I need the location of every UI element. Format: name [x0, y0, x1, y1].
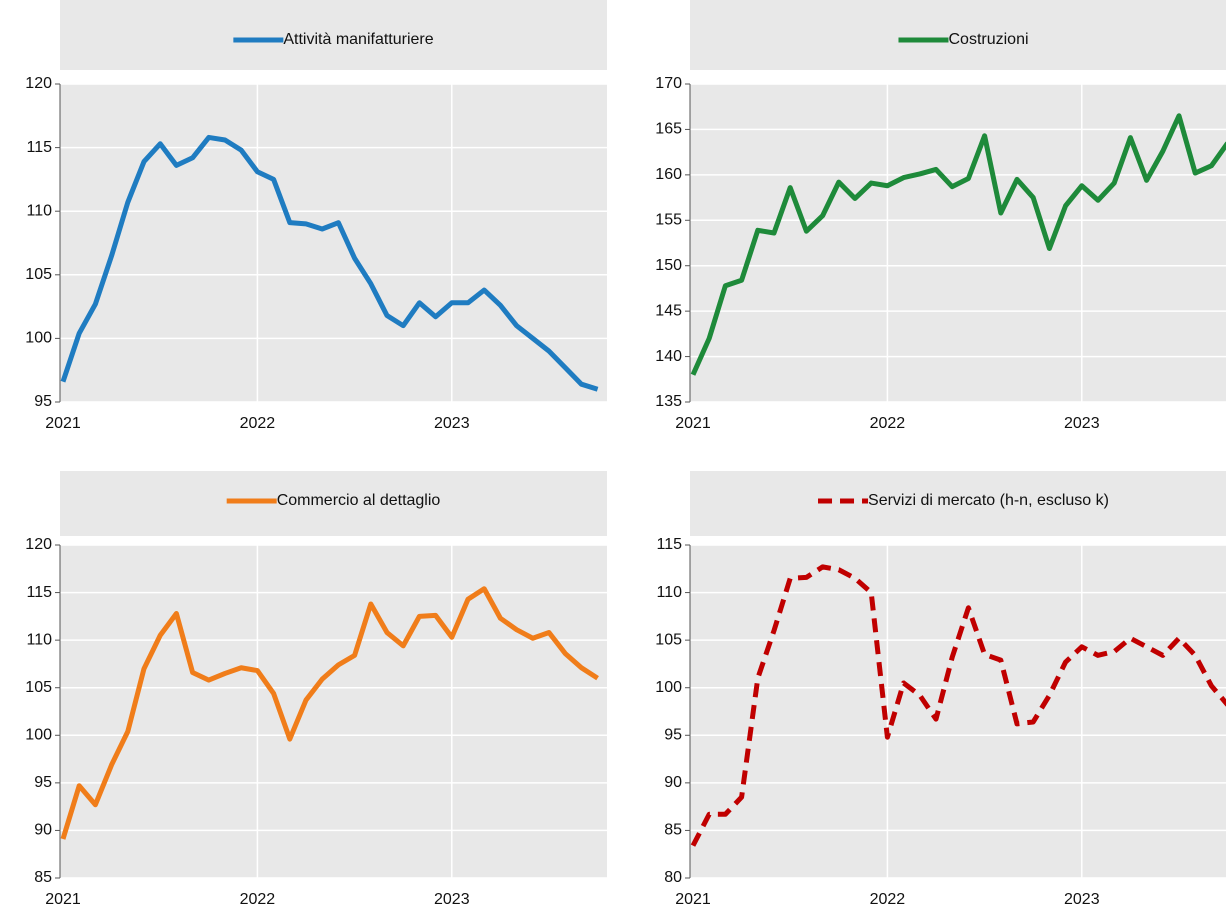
- y-tick-label: 155: [655, 212, 682, 229]
- legend-box: [60, 471, 607, 536]
- x-tick-label: 2023: [434, 891, 470, 908]
- y-tick-label: 85: [664, 822, 682, 839]
- y-tick-label: 135: [655, 393, 682, 410]
- y-tick-label: 170: [655, 75, 682, 92]
- y-tick-label: 115: [26, 584, 52, 601]
- y-tick-label: 140: [655, 348, 682, 365]
- y-tick-label: 110: [26, 202, 52, 219]
- y-tick-label: 120: [25, 536, 52, 553]
- y-tick-label: 160: [655, 166, 682, 183]
- series-line: [60, 586, 599, 840]
- y-tick-label: 100: [25, 727, 52, 744]
- y-tick-label: 115: [656, 536, 682, 553]
- series-line: [60, 134, 599, 392]
- legend-box: [690, 471, 1226, 536]
- x-tick-label: 2022: [240, 891, 276, 908]
- y-tick-label: 80: [664, 869, 682, 886]
- plot-area: [60, 545, 607, 878]
- y-tick-label: 145: [655, 302, 682, 319]
- x-tick-label: 2021: [45, 415, 81, 432]
- legend-box: [690, 0, 1226, 70]
- legend-label: Commercio al dettaglio: [277, 492, 441, 509]
- y-tick-label: 85: [34, 869, 52, 886]
- x-tick-label: 2021: [675, 891, 711, 908]
- y-tick-label: 115: [26, 139, 52, 156]
- y-tick-label: 95: [664, 727, 682, 744]
- y-tick-label: 95: [34, 393, 52, 410]
- y-tick-label: 100: [25, 330, 52, 347]
- x-tick-label: 2023: [1064, 415, 1100, 432]
- series-line: [690, 564, 1226, 847]
- y-tick-label: 150: [655, 257, 682, 274]
- series-line: [690, 113, 1226, 376]
- y-tick-label: 165: [655, 121, 682, 138]
- x-tick-label: 2022: [240, 415, 276, 432]
- plot-area: [60, 84, 607, 402]
- x-tick-label: 2021: [45, 891, 81, 908]
- y-tick-label: 90: [664, 774, 682, 791]
- legend-label: Costruzioni: [948, 31, 1028, 48]
- x-tick-label: 2023: [1064, 891, 1100, 908]
- y-tick-label: 105: [25, 266, 52, 283]
- x-tick-label: 2023: [434, 415, 470, 432]
- y-tick-label: 90: [34, 822, 52, 839]
- y-tick-label: 105: [25, 679, 52, 696]
- y-tick-label: 105: [655, 631, 682, 648]
- plot-area: [690, 545, 1226, 878]
- plot-area: [690, 84, 1226, 402]
- legend-label: Attività manifatturiere: [283, 31, 433, 48]
- y-tick-label: 110: [26, 631, 52, 648]
- legend-box: [60, 0, 607, 70]
- x-tick-label: 2022: [870, 415, 906, 432]
- y-tick-label: 120: [25, 75, 52, 92]
- x-tick-label: 2022: [870, 891, 906, 908]
- y-tick-label: 95: [34, 774, 52, 791]
- x-tick-label: 2021: [675, 415, 711, 432]
- legend-label: Servizi di mercato (h-n, escluso k): [868, 492, 1109, 509]
- y-tick-label: 110: [656, 584, 682, 601]
- y-tick-label: 100: [655, 679, 682, 696]
